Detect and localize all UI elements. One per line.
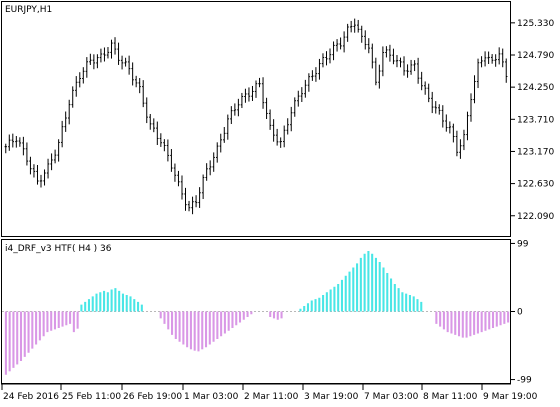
price-tick-label: 122.090	[517, 212, 554, 222]
time-tick-label: 3 Mar 19:00	[304, 392, 359, 402]
time-tick-label: 2 Mar 11:00	[244, 392, 299, 402]
price-tick-label: 123.710	[517, 115, 554, 125]
price-tick-label: 124.790	[517, 51, 554, 61]
time-tick-label: 24 Feb 2016	[3, 392, 59, 402]
price-tick-label: 122.630	[517, 180, 554, 190]
time-tick-label: 25 Feb 11:00	[62, 392, 121, 402]
indicator-tick-label: 99	[517, 239, 529, 249]
indicator-bars	[4, 251, 510, 375]
indicator-tick-label: 0	[517, 308, 523, 318]
time-tick-label: 26 Feb 19:00	[123, 392, 182, 402]
indicator-title: i4_DRF_v3 HTF( H4 ) 36	[5, 244, 112, 254]
indicator-tick-label: -99	[517, 376, 532, 386]
time-tick-label: 9 Mar 19:00	[483, 392, 538, 402]
price-tick-label: 123.170	[517, 147, 554, 157]
time-tick-label: 8 Mar 11:00	[423, 392, 478, 402]
time-tick-label: 1 Mar 03:00	[184, 392, 239, 402]
time-tick-label: 7 Mar 03:00	[364, 392, 419, 402]
indicator-axis: 99 0 -99	[511, 239, 532, 386]
price-panel	[1, 1, 511, 237]
price-bars	[4, 18, 508, 215]
price-tick-label: 124.250	[517, 83, 554, 93]
price-tick-label: 125.330	[517, 19, 554, 29]
price-axis: 125.330 124.790 124.250 123.710 123.170 122.6…	[511, 19, 554, 222]
price-chart-title: EURJPY,H1	[5, 5, 52, 15]
time-axis: 24 Feb 2016 25 Feb 11:00 26 Feb 19:00 1 Mar…	[1, 383, 538, 402]
